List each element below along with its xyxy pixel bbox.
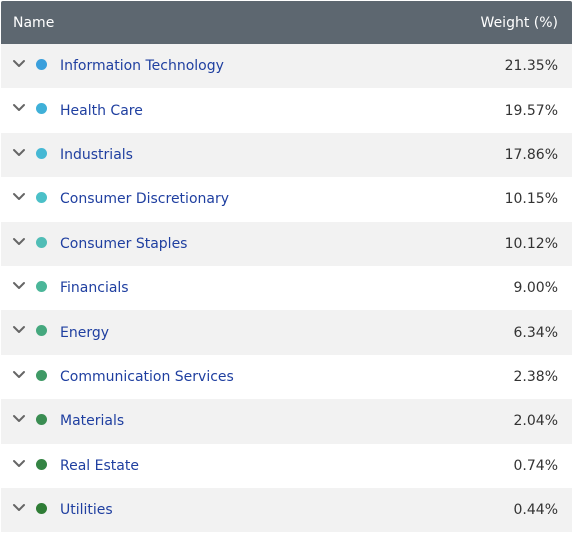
sector-weight: 9.00%	[513, 280, 558, 297]
sector-weight: 0.74%	[513, 457, 558, 474]
sector-name[interactable]: Information Technology	[60, 58, 224, 75]
sector-dot	[36, 458, 47, 470]
sector-name[interactable]: Materials	[60, 413, 125, 430]
sector-name[interactable]: Communication Services	[60, 368, 234, 385]
sector-dot	[36, 280, 47, 292]
expand-toggle[interactable]	[12, 412, 26, 428]
chevron-icon	[13, 326, 25, 334]
sector-weight: 17.86%	[504, 146, 558, 163]
expand-toggle[interactable]	[12, 279, 26, 295]
expand-toggle[interactable]	[12, 235, 26, 251]
chevron-icon	[13, 60, 25, 67]
expand-toggle[interactable]	[12, 190, 26, 206]
sector-name[interactable]: Energy	[60, 324, 110, 341]
sector-dot	[36, 59, 47, 70]
chevron-icon	[13, 370, 25, 378]
chevron-icon	[13, 193, 25, 201]
sector-dot	[36, 103, 47, 115]
table-row: Communication Services 2.38%	[1, 355, 572, 399]
table-row: Information Technology 21.35%	[1, 44, 572, 89]
table-header: Name Weight (%)	[1, 1, 572, 44]
sector-weight: 21.35%	[504, 58, 558, 75]
expand-toggle[interactable]	[12, 457, 26, 473]
table-row: Health Care 19.57%	[1, 88, 572, 132]
expand-toggle[interactable]	[12, 368, 26, 384]
sector-dot	[36, 192, 47, 204]
chevron-icon	[13, 104, 25, 112]
expand-toggle[interactable]	[12, 146, 26, 162]
table-row: Consumer Discretionary 10.15%	[1, 177, 572, 221]
sector-name[interactable]: Financials	[60, 280, 129, 297]
sector-dot	[36, 325, 47, 337]
chevron-icon	[13, 415, 25, 423]
table-row: Industrials 17.86%	[1, 132, 572, 178]
sector-name[interactable]: Health Care	[60, 102, 143, 119]
sector-weight: 2.04%	[513, 413, 558, 430]
chevron-icon	[13, 237, 25, 245]
chevron-icon	[13, 281, 25, 289]
sector-weight: 6.34%	[513, 324, 558, 341]
sector-name[interactable]: Consumer Discretionary	[60, 191, 229, 208]
sector-dot	[36, 414, 47, 426]
header-name: Name	[13, 14, 55, 31]
sector-name[interactable]: Real Estate	[60, 457, 139, 474]
table-row: Energy 6.34%	[1, 310, 572, 355]
chevron-icon	[13, 503, 25, 511]
header-weight: Weight (%)	[480, 14, 558, 31]
sector-name[interactable]: Utilities	[60, 502, 113, 519]
expand-toggle[interactable]	[12, 57, 26, 73]
sector-weight: 10.12%	[504, 235, 558, 252]
table-row: Real Estate 0.74%	[1, 444, 572, 488]
chevron-icon	[13, 148, 25, 156]
table-row: Materials 2.04%	[1, 399, 572, 444]
sector-dot	[36, 502, 47, 514]
table-row: Financials 9.00%	[1, 266, 572, 310]
sector-weight: 19.57%	[504, 102, 558, 119]
sector-weight: 10.15%	[504, 191, 558, 208]
sector-weight: 2.38%	[513, 368, 558, 385]
expand-toggle[interactable]	[12, 323, 26, 339]
sector-name[interactable]: Industrials	[60, 146, 133, 163]
expand-toggle[interactable]	[12, 101, 26, 117]
table-body: Information Technology 21.35% Health Care 1…	[1, 44, 572, 533]
sector-weight: 0.44%	[513, 502, 558, 519]
table-row: Utilities 0.44%	[1, 487, 572, 533]
expand-toggle[interactable]	[12, 501, 26, 517]
sector-dot	[36, 147, 47, 159]
table-row: Consumer Staples 10.12%	[1, 221, 572, 266]
sector-dot	[36, 369, 47, 381]
sector-name[interactable]: Consumer Staples	[60, 235, 188, 252]
chevron-icon	[13, 459, 25, 467]
sector-dot	[36, 236, 47, 248]
